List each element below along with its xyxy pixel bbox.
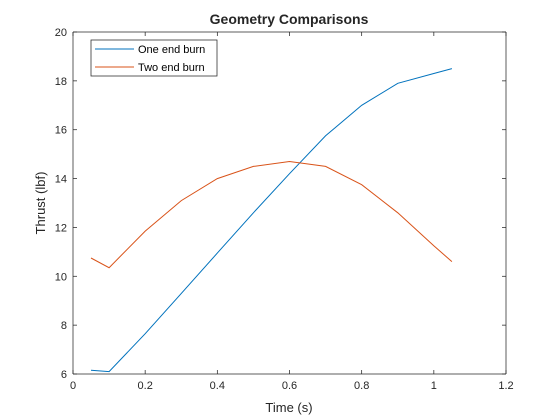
legend-label-two-end-burn: Two end burn — [138, 62, 205, 74]
y-tick-label: 18 — [55, 76, 67, 88]
plot-background — [73, 32, 506, 374]
x-tick-label: 1.2 — [498, 380, 513, 392]
y-tick-label: 6 — [61, 369, 67, 381]
series-line-two-end-burn — [90, 160, 453, 269]
legend: One end burn Two end burn — [90, 39, 218, 77]
y-axis-label: Thrust (lbf) — [33, 172, 48, 235]
y-tick-label: 12 — [55, 222, 67, 234]
series-line-one-end-burn — [90, 68, 453, 373]
chart-title: Geometry Comparisons — [210, 11, 369, 27]
ticks: 0 0.2 0.4 0.6 0.8 1 1.2 6 8 10 12 14 16 18 20 — [55, 27, 514, 392]
y-tick-label: 14 — [55, 174, 67, 186]
x-tick-label: 0 — [70, 380, 76, 392]
x-tick-label: 1 — [431, 380, 437, 392]
x-tick-label: 0.4 — [210, 380, 225, 392]
x-tick-label: 0.8 — [354, 380, 369, 392]
plot-area — [73, 32, 506, 374]
x-tick-label: 0.2 — [138, 380, 153, 392]
legend-box — [90, 39, 218, 77]
legend-label-one-end-burn: One end burn — [138, 44, 205, 56]
x-tick-label: 0.6 — [282, 380, 297, 392]
y-tick-label: 16 — [55, 125, 67, 137]
series-lines — [90, 68, 453, 373]
y-tick-label: 10 — [55, 271, 67, 283]
y-tick-label: 20 — [55, 27, 67, 39]
x-axis-label: Time (s) — [265, 400, 312, 415]
y-tick-label: 8 — [61, 320, 67, 332]
